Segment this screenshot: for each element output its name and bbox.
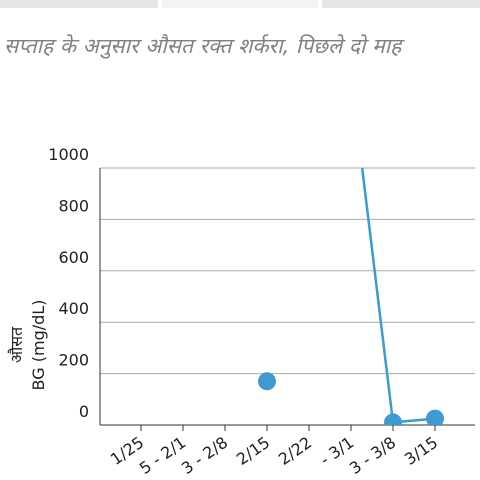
y-tick-label: 0 — [79, 402, 89, 421]
x-tick-label: 5 - 2/1 — [136, 433, 189, 478]
line — [360, 168, 436, 424]
y-axis-label: औसत — [7, 326, 26, 363]
point — [258, 372, 276, 391]
x-tick-label: 2/15 — [233, 433, 273, 469]
x-tick-label: 3/15 — [401, 433, 441, 469]
y-tick-label: 400 — [58, 299, 89, 318]
y-tick-label: 600 — [58, 248, 89, 267]
tab[interactable] — [162, 0, 318, 8]
y-tick-label: 200 — [58, 351, 89, 370]
x-tick-label: 3 - 2/8 — [178, 433, 231, 478]
x-tick-label: 2/22 — [275, 433, 315, 469]
y-tick-label: 800 — [58, 196, 89, 215]
point — [426, 409, 444, 425]
point — [342, 66, 360, 84]
tab[interactable] — [322, 0, 480, 8]
y-axis-label: BG (mg/dL) — [29, 300, 48, 391]
y-tick-label: 1000 — [48, 145, 89, 164]
x-tick-label: 3 - 3/8 — [346, 433, 399, 478]
plot-area — [258, 66, 444, 425]
tab[interactable] — [0, 0, 158, 8]
chart-title: सप्ताह के अनुसार औसत रक्त शर्करा, पिछले … — [4, 34, 402, 58]
point — [384, 413, 402, 425]
